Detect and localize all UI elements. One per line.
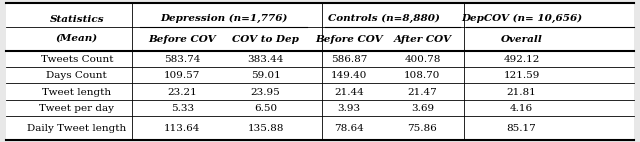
Text: 4.16: 4.16 [510,104,533,113]
Text: 135.88: 135.88 [248,124,284,133]
Text: 78.64: 78.64 [334,124,364,133]
Text: 583.74: 583.74 [164,55,200,64]
Text: 21.81: 21.81 [507,87,536,97]
Text: Controls (n=8,880): Controls (n=8,880) [328,14,440,23]
Text: Overall: Overall [500,35,543,44]
Text: 85.17: 85.17 [507,124,536,133]
Text: 492.12: 492.12 [504,55,540,64]
Text: Tweet per day: Tweet per day [39,104,115,113]
Text: 149.40: 149.40 [331,71,367,80]
Text: 21.44: 21.44 [334,87,364,97]
Text: 3.69: 3.69 [411,104,434,113]
Text: After COV: After COV [394,35,451,44]
Text: 108.70: 108.70 [404,71,440,80]
Text: 6.50: 6.50 [254,104,277,113]
Text: 400.78: 400.78 [404,55,440,64]
Text: Days Count: Days Count [47,71,107,80]
Text: 59.01: 59.01 [251,71,280,80]
Text: Before COV: Before COV [148,35,216,44]
Text: (Mean): (Mean) [56,34,98,43]
Text: 23.95: 23.95 [251,87,280,97]
Text: 3.93: 3.93 [337,104,360,113]
Text: Depression (n=1,776): Depression (n=1,776) [160,14,288,23]
Text: 383.44: 383.44 [248,55,284,64]
Text: 23.21: 23.21 [168,87,197,97]
Text: Daily Tweet length: Daily Tweet length [27,124,127,133]
Text: 586.87: 586.87 [331,55,367,64]
Text: 21.47: 21.47 [408,87,437,97]
Text: 113.64: 113.64 [164,124,200,133]
Text: 75.86: 75.86 [408,124,437,133]
Text: DepCOV (n= 10,656): DepCOV (n= 10,656) [461,14,582,23]
Text: Before COV: Before COV [315,35,383,44]
Text: COV to Dep: COV to Dep [232,35,299,44]
Text: Tweet length: Tweet length [42,87,111,97]
Text: 5.33: 5.33 [171,104,194,113]
Text: 121.59: 121.59 [504,71,540,80]
Text: Tweets Count: Tweets Count [40,55,113,64]
Text: 109.57: 109.57 [164,71,200,80]
Text: Statistics: Statistics [49,15,104,24]
